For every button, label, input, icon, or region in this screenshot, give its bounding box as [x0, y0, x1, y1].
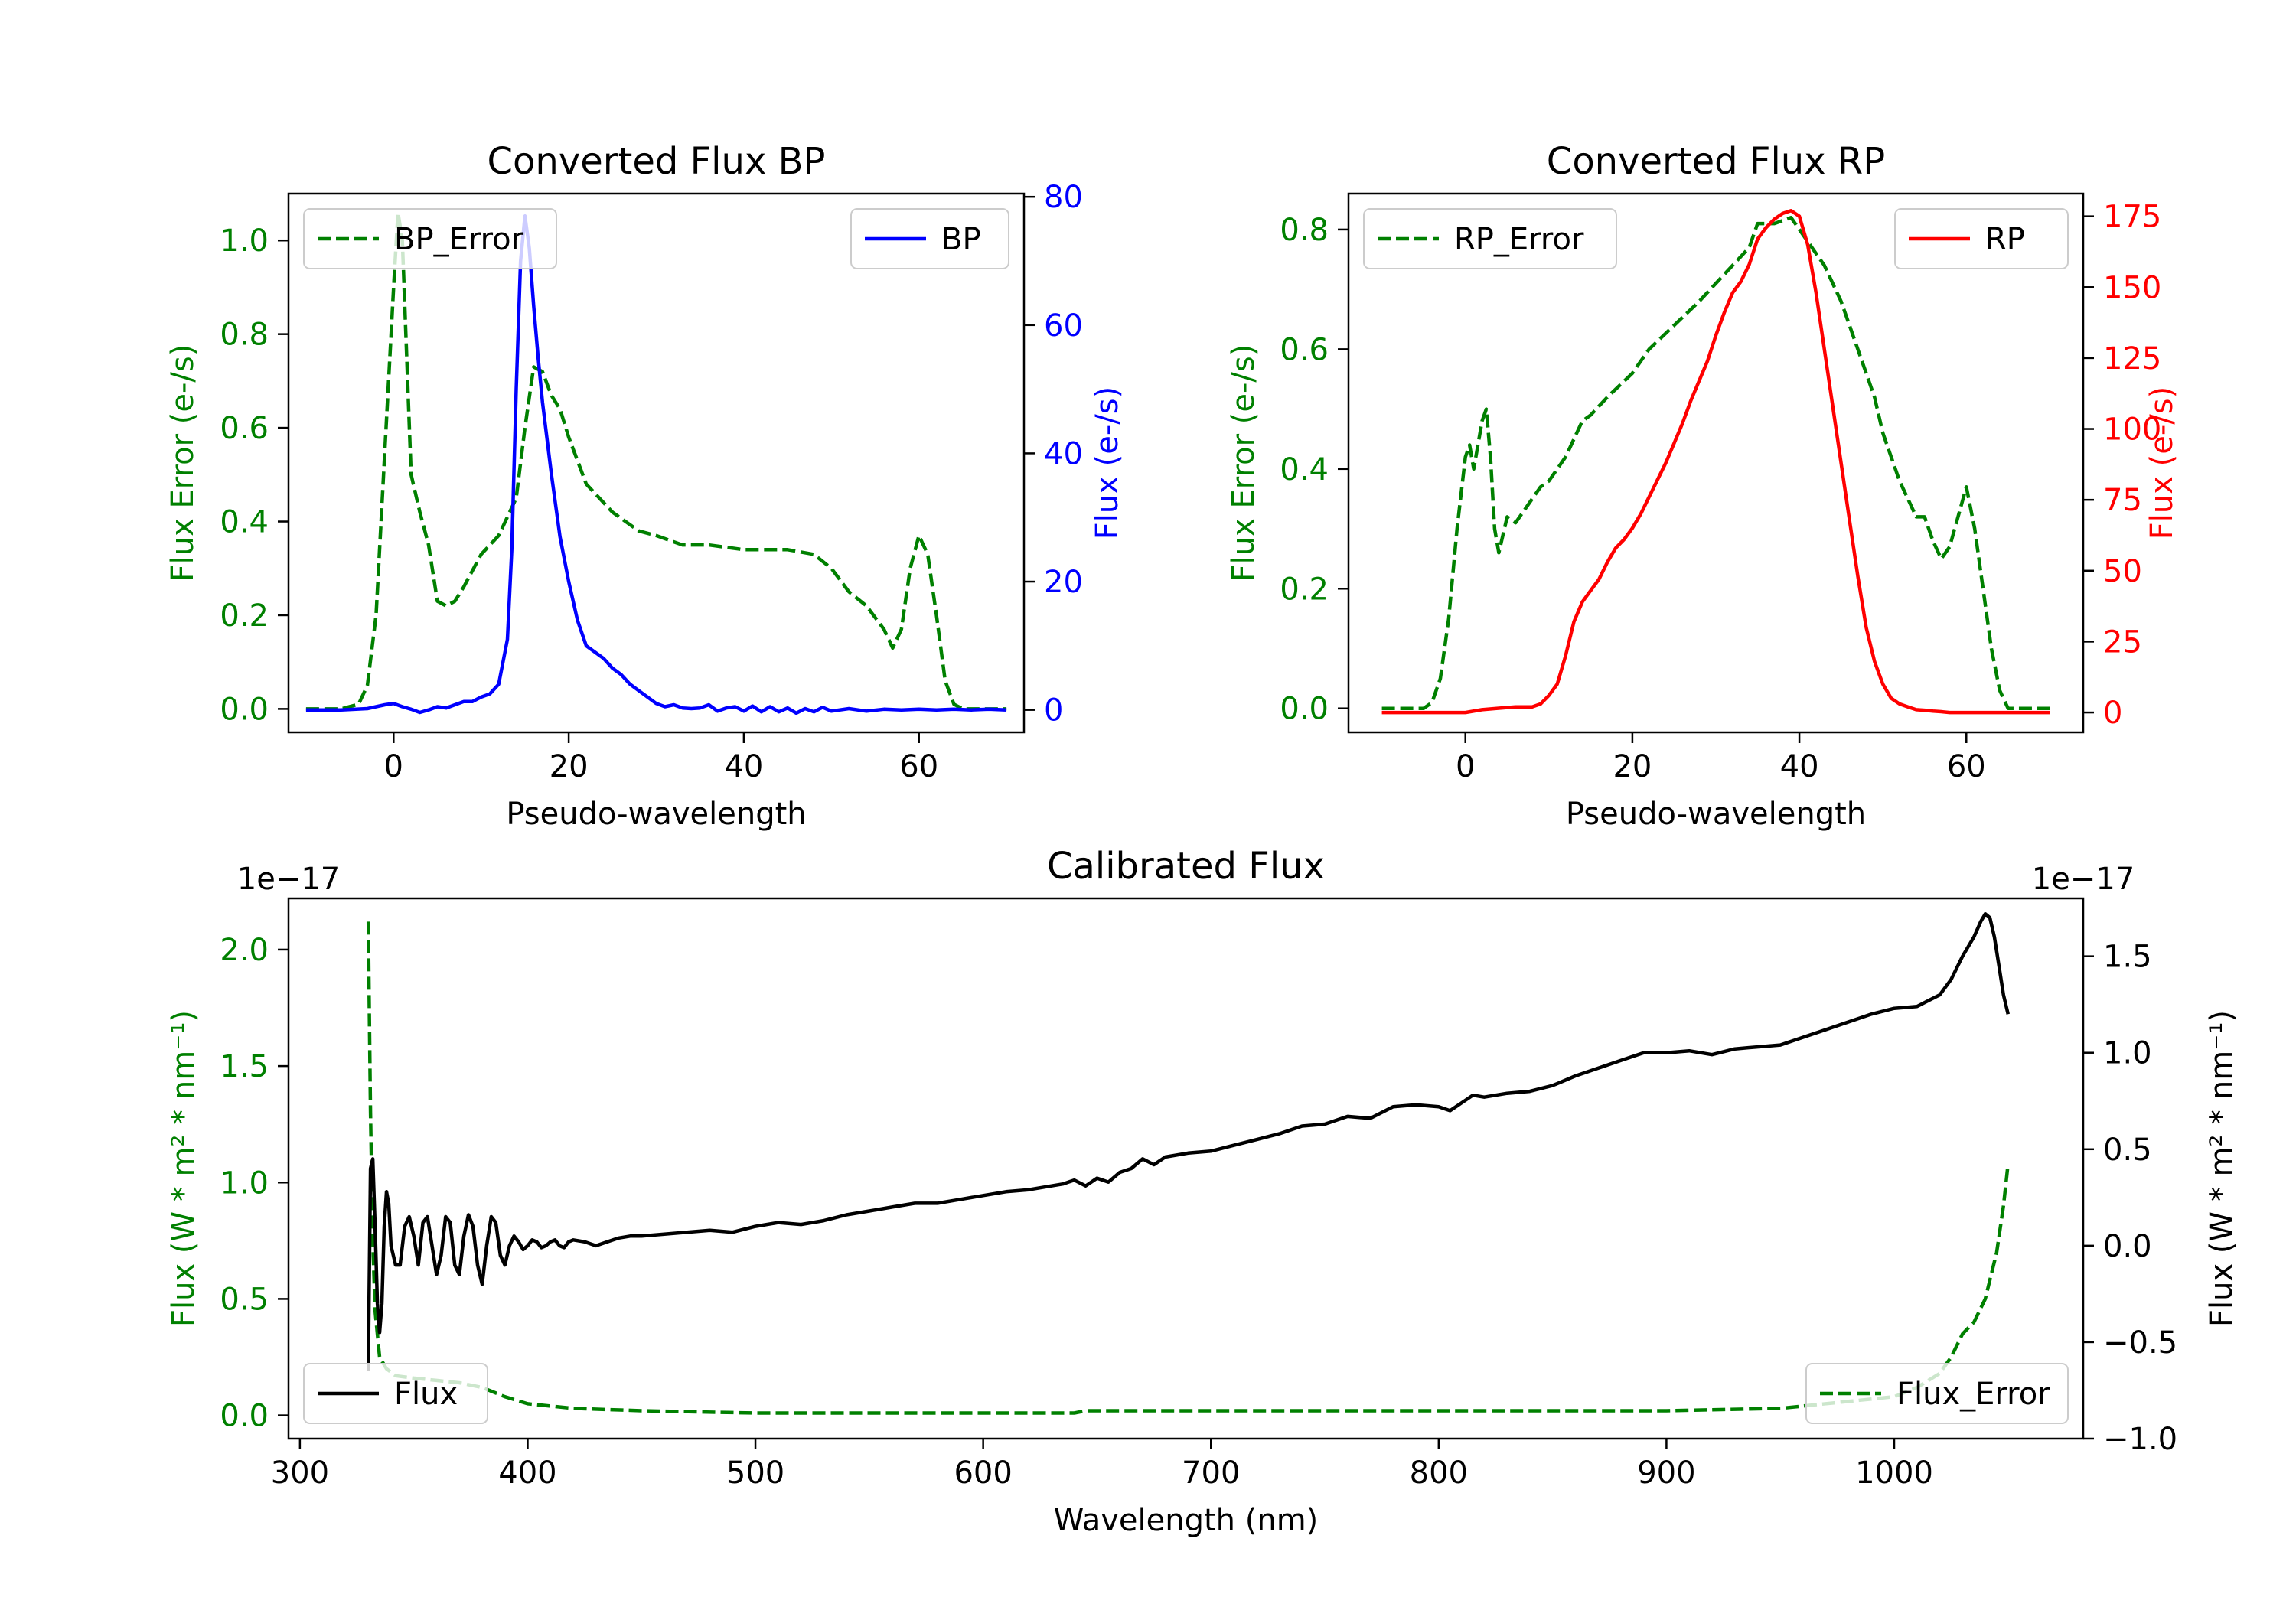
series-line-bp-error	[305, 210, 1007, 711]
y-right-tick-label: 25	[2103, 624, 2142, 660]
series-line-bp	[305, 214, 1007, 715]
legend-left: RP_Error	[1363, 208, 1617, 269]
x-tick-label: 400	[498, 1455, 556, 1491]
legend-label: Flux	[394, 1377, 458, 1412]
chart-title: Calibrated Flux	[1047, 845, 1325, 888]
series-line-flux-error	[366, 921, 2011, 1415]
y-left-tick-label: 1.5	[220, 1049, 269, 1084]
x-axis-label: Pseudo-wavelength	[506, 797, 806, 832]
legend-label: BP	[941, 222, 981, 257]
x-axis-label: Wavelength (nm)	[1054, 1503, 1319, 1538]
y-right-tick-label: 0.0	[2103, 1229, 2152, 1264]
series-line-rp-error	[1381, 216, 2050, 710]
y-left-tick-label: 2.0	[220, 933, 269, 968]
y-left-tick-label: 0.8	[1280, 213, 1329, 248]
chart-3: 300 400 500 600 700 800 900 1000 0.0 0.5 1.0 1.5 2.0…	[166, 845, 2239, 1538]
legend-box	[303, 1363, 488, 1424]
x-tick-label: 40	[724, 749, 763, 784]
legend-box	[303, 208, 557, 269]
y-right-tick-label: 125	[2103, 341, 2161, 376]
plot-frame	[1347, 192, 2085, 734]
legend-box	[1894, 208, 2069, 269]
y-right-tick-label: 150	[2103, 270, 2161, 305]
y-left-axis-label: Flux Error (e-/s)	[1226, 344, 1261, 582]
y-right-tick-label: 40	[1044, 436, 1083, 471]
chart-1: 0 20 40 60 0.0 0.2 0.4 0.6 0.8 1.0 0 20 40 60 80 Conver…	[165, 140, 1125, 832]
x-tick-label: 20	[1613, 749, 1652, 784]
y-left-tick-label: 0.0	[220, 1399, 269, 1434]
plot-frame	[287, 897, 2085, 1440]
x-tick-label: 500	[726, 1455, 784, 1491]
y-right-tick-label: 100	[2103, 412, 2161, 448]
legend-label: BP_Error	[394, 222, 524, 257]
plot-frame	[287, 192, 1026, 734]
y-left-tick-label: 0.0	[220, 692, 269, 727]
legend-right: BP	[850, 208, 1009, 269]
y-right-tick-label: 60	[1044, 308, 1083, 344]
legend-label: RP_Error	[1454, 222, 1584, 257]
x-tick-label: 700	[1182, 1455, 1240, 1491]
legend-left: BP_Error	[303, 208, 557, 269]
legend-label: Flux_Error	[1896, 1377, 2050, 1412]
legend-right: Flux_Error	[1805, 1363, 2069, 1424]
chart-title: Converted Flux BP	[488, 140, 826, 183]
y-left-tick-label: 0.5	[220, 1282, 269, 1317]
chart-2: 0 20 40 60 0.0 0.2 0.4 0.6 0.8 0 25 50 75 100 125 150 17…	[1226, 140, 2180, 832]
y-right-axis-label: Flux (e-/s)	[2144, 386, 2180, 539]
y-left-tick-label: 0.6	[220, 411, 269, 446]
x-tick-label: 600	[954, 1455, 1012, 1491]
y-left-axis-label: Flux Error (e-/s)	[165, 344, 201, 582]
legend-box	[1805, 1363, 2069, 1424]
y-right-tick-label: −1.0	[2103, 1422, 2177, 1457]
y-right-tick-label: −0.5	[2103, 1325, 2177, 1361]
y-right-tick-label: 80	[1044, 180, 1083, 215]
x-tick-label: 900	[1637, 1455, 1695, 1491]
x-tick-label: 20	[550, 749, 589, 784]
y-left-tick-label: 0.0	[1280, 692, 1329, 727]
legend-box	[850, 208, 1009, 269]
x-tick-label: 800	[1410, 1455, 1468, 1491]
x-axis-label: Pseudo-wavelength	[1566, 797, 1866, 832]
chart-title: Converted Flux RP	[1547, 140, 1885, 183]
y-right-axis-label: Flux (e-/s)	[1090, 386, 1125, 539]
y-right-tick-label: 75	[2103, 483, 2142, 518]
y-left-tick-label: 1.0	[220, 1165, 269, 1201]
y-left-tick-label: 0.2	[1280, 572, 1329, 607]
legend-box	[1363, 208, 1617, 269]
y-left-tick-label: 0.4	[220, 505, 269, 540]
y-left-tick-label: 0.2	[220, 598, 269, 634]
y-right-tick-label: 175	[2103, 200, 2161, 235]
x-tick-label: 0	[384, 749, 403, 784]
y-right-tick-label: 50	[2103, 554, 2142, 589]
series-line-rp	[1381, 208, 2050, 715]
x-tick-label: 1000	[1855, 1455, 1933, 1491]
y-left-tick-label: 1.0	[220, 223, 269, 259]
y-left-axis-label: Flux (W * m² * nm⁻¹)	[166, 1010, 201, 1327]
y-left-tick-label: 0.8	[220, 318, 269, 353]
x-tick-label: 60	[1947, 749, 1986, 784]
y-left-tick-label: 0.4	[1280, 452, 1329, 487]
y-right-tick-label: 1.0	[2103, 1036, 2152, 1071]
y-right-tick-label: 0	[2103, 696, 2122, 731]
x-tick-label: 60	[899, 749, 938, 784]
legend-left: Flux	[303, 1363, 488, 1424]
series-line-flux	[366, 911, 2010, 1371]
y-right-tick-label: 0	[1044, 693, 1063, 729]
y-right-tick-label: 0.5	[2103, 1133, 2152, 1168]
y-right-tick-label: 20	[1044, 565, 1083, 600]
legend-right: RP	[1894, 208, 2069, 269]
y-left-offset-label: 1e−17	[237, 862, 340, 897]
x-tick-label: 0	[1456, 749, 1475, 784]
y-right-offset-label: 1e−17	[2032, 862, 2135, 897]
legend-label: RP	[1985, 222, 2025, 257]
y-right-axis-label: Flux (W * m² * nm⁻¹)	[2204, 1010, 2239, 1327]
x-tick-label: 300	[271, 1455, 329, 1491]
y-right-tick-label: 1.5	[2103, 940, 2152, 975]
y-left-tick-label: 0.6	[1280, 332, 1329, 367]
x-tick-label: 40	[1780, 749, 1819, 784]
